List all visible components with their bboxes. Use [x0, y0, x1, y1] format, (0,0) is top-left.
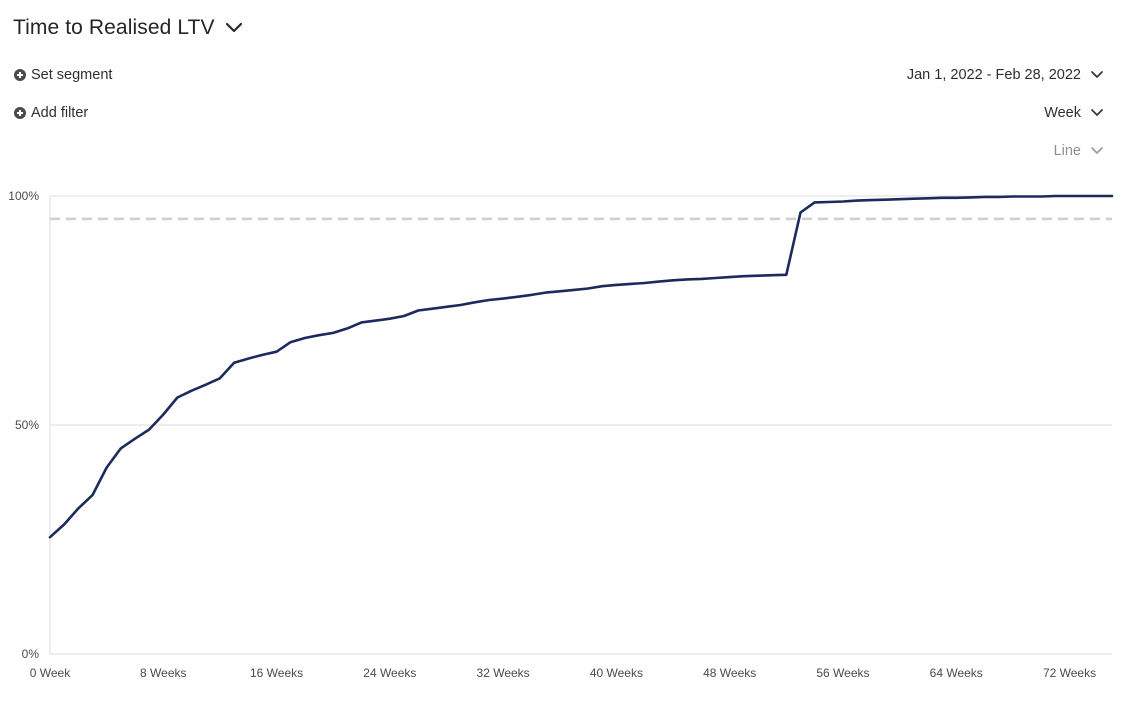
x-tick-label: 56 Weeks [816, 666, 869, 680]
x-tick-label: 0 Week [30, 666, 71, 680]
interval-dropdown[interactable]: Week [1044, 105, 1104, 121]
chart-type-dropdown[interactable]: Line [1054, 143, 1104, 159]
x-tick-label: 72 Weeks [1043, 666, 1096, 680]
series-line [48, 194, 1114, 539]
chevron-down-icon [1091, 147, 1103, 154]
set-segment-label: Set segment [31, 67, 113, 83]
chart-type-label: Line [1053, 143, 1081, 159]
set-segment-button[interactable]: Set segment [14, 67, 112, 83]
chevron-down-icon [1091, 109, 1103, 116]
report-title-dropdown[interactable]: Time to Realised LTV [13, 13, 243, 43]
chevron-down-icon [225, 22, 242, 33]
x-tick-label: 48 Weeks [703, 666, 756, 680]
x-tick-label: 24 Weeks [363, 666, 416, 680]
chevron-down-icon [1091, 71, 1103, 78]
y-tick-label: 100% [8, 189, 39, 203]
x-tick-label: 16 Weeks [250, 666, 303, 680]
x-tick-label: 64 Weeks [930, 666, 983, 680]
x-tick-label: 32 Weeks [477, 666, 530, 680]
plus-circle-icon [14, 107, 26, 119]
y-tick-label: 50% [15, 418, 39, 432]
date-range-label: Jan 1, 2022 - Feb 28, 2022 [906, 67, 1081, 83]
report-title: Time to Realised LTV [13, 16, 215, 39]
date-range-dropdown[interactable]: Jan 1, 2022 - Feb 28, 2022 [907, 67, 1104, 83]
interval-label: Week [1044, 105, 1081, 121]
y-tick-label: 0% [22, 647, 40, 661]
add-filter-label: Add filter [31, 105, 89, 121]
x-tick-label: 40 Weeks [590, 666, 643, 680]
plus-circle-icon [14, 69, 26, 81]
add-filter-button[interactable]: Add filter [14, 105, 88, 121]
x-tick-label: 8 Weeks [140, 666, 186, 680]
